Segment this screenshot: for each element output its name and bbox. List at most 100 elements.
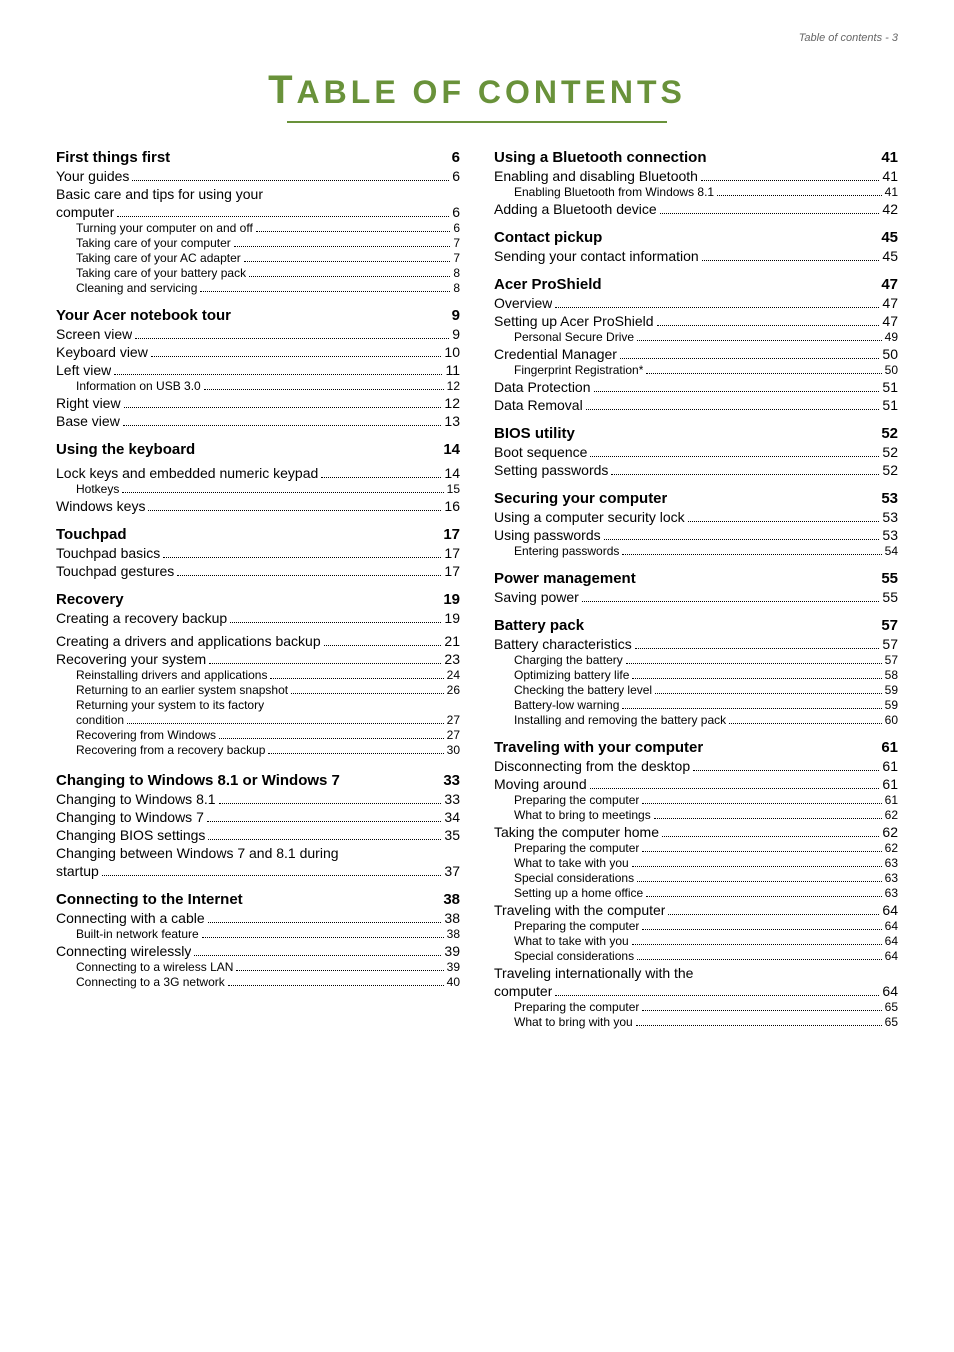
toc-label[interactable]: Using a Bluetooth connection xyxy=(494,149,707,166)
toc-label[interactable]: Boot sequence xyxy=(494,444,587,460)
toc-label[interactable]: Securing your computer xyxy=(494,490,667,507)
toc-sub1: Adding a Bluetooth device42 xyxy=(494,201,898,217)
toc-label[interactable]: Entering passwords xyxy=(514,544,619,558)
toc-label[interactable]: Your Acer notebook tour xyxy=(56,307,231,324)
toc-label[interactable]: Disconnecting from the desktop xyxy=(494,758,690,774)
toc-label[interactable]: condition xyxy=(76,713,124,727)
toc-label[interactable]: Traveling with your computer xyxy=(494,739,703,756)
toc-label[interactable]: Acer ProShield xyxy=(494,276,602,293)
toc-label[interactable]: Connecting with a cable xyxy=(56,910,205,926)
toc-label[interactable]: Preparing the computer xyxy=(514,793,639,807)
toc-label[interactable]: Connecting to a 3G network xyxy=(76,975,225,989)
toc-label[interactable]: computer xyxy=(56,204,114,220)
toc-label[interactable]: Recovering from Windows xyxy=(76,728,216,742)
toc-label[interactable]: Preparing the computer xyxy=(514,919,639,933)
toc-label[interactable]: Credential Manager xyxy=(494,346,617,362)
toc-label[interactable]: Screen view xyxy=(56,326,132,342)
toc-label[interactable]: Left view xyxy=(56,362,111,378)
toc-label[interactable]: Recovery xyxy=(56,591,124,608)
toc-label[interactable]: Recovering your system xyxy=(56,651,206,667)
toc-label[interactable]: Battery characteristics xyxy=(494,636,632,652)
toc-sub2: Preparing the computer64 xyxy=(494,919,898,933)
toc-label[interactable]: Battery-low warning xyxy=(514,698,619,712)
toc-label[interactable]: Changing between Windows 7 and 8.1 durin… xyxy=(56,845,339,861)
toc-label[interactable]: Power management xyxy=(494,570,636,587)
toc-label[interactable]: Information on USB 3.0 xyxy=(76,379,201,393)
toc-label[interactable]: Taking care of your AC adapter xyxy=(76,251,241,265)
toc-page: 61 xyxy=(882,758,898,774)
toc-label[interactable]: What to take with you xyxy=(514,934,629,948)
toc-dots xyxy=(632,866,882,867)
toc-label[interactable]: startup xyxy=(56,863,99,879)
toc-label[interactable]: Changing BIOS settings xyxy=(56,827,205,843)
toc-label[interactable]: Your guides xyxy=(56,168,129,184)
toc-label[interactable]: Reinstalling drivers and applications xyxy=(76,668,267,682)
toc-label[interactable]: Saving power xyxy=(494,589,579,605)
toc-label[interactable]: Data Removal xyxy=(494,397,583,413)
toc-label[interactable]: Touchpad basics xyxy=(56,545,160,561)
toc-label[interactable]: Returning your system to its factory xyxy=(76,698,264,712)
toc-label[interactable]: Optimizing battery life xyxy=(514,668,629,682)
toc-label[interactable]: Right view xyxy=(56,395,121,411)
toc-label[interactable]: Using the keyboard xyxy=(56,441,195,458)
toc-label[interactable]: Creating a recovery backup xyxy=(56,610,227,626)
toc-label[interactable]: Cleaning and servicing xyxy=(76,281,197,295)
toc-label[interactable]: Setting up Acer ProShield xyxy=(494,313,654,329)
toc-label[interactable]: What to take with you xyxy=(514,856,629,870)
toc-label[interactable]: Keyboard view xyxy=(56,344,148,360)
toc-label[interactable]: Taking the computer home xyxy=(494,824,659,840)
toc-label[interactable]: What to bring to meetings xyxy=(514,808,651,822)
toc-label[interactable]: Special considerations xyxy=(514,949,634,963)
toc-label[interactable]: Enabling Bluetooth from Windows 8.1 xyxy=(514,185,714,199)
toc-label[interactable]: computer xyxy=(494,983,552,999)
toc-label[interactable]: Battery pack xyxy=(494,617,584,634)
toc-dots xyxy=(114,374,442,375)
toc-label[interactable]: Enabling and disabling Bluetooth xyxy=(494,168,698,184)
toc-label[interactable]: Base view xyxy=(56,413,120,429)
toc-label[interactable]: Fingerprint Registration* xyxy=(514,363,643,377)
toc-label[interactable]: Data Protection xyxy=(494,379,591,395)
toc-label[interactable]: Traveling with the computer xyxy=(494,902,665,918)
toc-label[interactable]: Special considerations xyxy=(514,871,634,885)
toc-label[interactable]: Touchpad gestures xyxy=(56,563,174,579)
toc-label[interactable]: Connecting to the Internet xyxy=(56,891,243,908)
toc-label[interactable]: Checking the battery level xyxy=(514,683,652,697)
toc-label[interactable]: Moving around xyxy=(494,776,587,792)
toc-label[interactable]: Changing to Windows 8.1 xyxy=(56,791,216,807)
toc-label[interactable]: Changing to Windows 8.1 or Windows 7 xyxy=(56,772,340,789)
toc-page: 62 xyxy=(885,808,898,822)
toc-label[interactable]: Traveling internationally with the xyxy=(494,965,693,981)
toc-label[interactable]: What to bring with you xyxy=(514,1015,633,1029)
toc-label[interactable]: Overview xyxy=(494,295,552,311)
toc-label[interactable]: Setting passwords xyxy=(494,462,608,478)
toc-label[interactable]: First things first xyxy=(56,149,170,166)
toc-label[interactable]: Recovering from a recovery backup xyxy=(76,743,265,757)
toc-label[interactable]: Setting up a home office xyxy=(514,886,643,900)
toc-label[interactable]: Creating a drivers and applications back… xyxy=(56,633,321,649)
toc-label[interactable]: Changing to Windows 7 xyxy=(56,809,204,825)
toc-label[interactable]: Installing and removing the battery pack xyxy=(514,713,726,727)
toc-label[interactable]: BIOS utility xyxy=(494,425,575,442)
toc-label[interactable]: Using a computer security lock xyxy=(494,509,685,525)
toc-label[interactable]: Preparing the computer xyxy=(514,841,639,855)
toc-label[interactable]: Lock keys and embedded numeric keypad xyxy=(56,465,318,481)
toc-label[interactable]: Preparing the computer xyxy=(514,1000,639,1014)
toc-label[interactable]: Adding a Bluetooth device xyxy=(494,201,657,217)
toc-label[interactable]: Connecting to a wireless LAN xyxy=(76,960,233,974)
toc-page: 55 xyxy=(882,589,898,605)
toc-label[interactable]: Built-in network feature xyxy=(76,927,199,941)
toc-label[interactable]: Charging the battery xyxy=(514,653,623,667)
toc-label[interactable]: Sending your contact information xyxy=(494,248,699,264)
toc-label[interactable]: Taking care of your battery pack xyxy=(76,266,246,280)
toc-label[interactable]: Taking care of your computer xyxy=(76,236,231,250)
toc-label[interactable]: Connecting wirelessly xyxy=(56,943,191,959)
toc-label[interactable]: Windows keys xyxy=(56,498,145,514)
toc-label[interactable]: Contact pickup xyxy=(494,229,602,246)
toc-label[interactable]: Using passwords xyxy=(494,527,601,543)
toc-label[interactable]: Personal Secure Drive xyxy=(514,330,634,344)
toc-label[interactable]: Hotkeys xyxy=(76,482,119,496)
toc-label[interactable]: Turning your computer on and off xyxy=(76,221,253,235)
toc-label[interactable]: Returning to an earlier system snapshot xyxy=(76,683,288,697)
toc-label[interactable]: Touchpad xyxy=(56,526,127,543)
toc-label[interactable]: Basic care and tips for using your xyxy=(56,186,263,202)
